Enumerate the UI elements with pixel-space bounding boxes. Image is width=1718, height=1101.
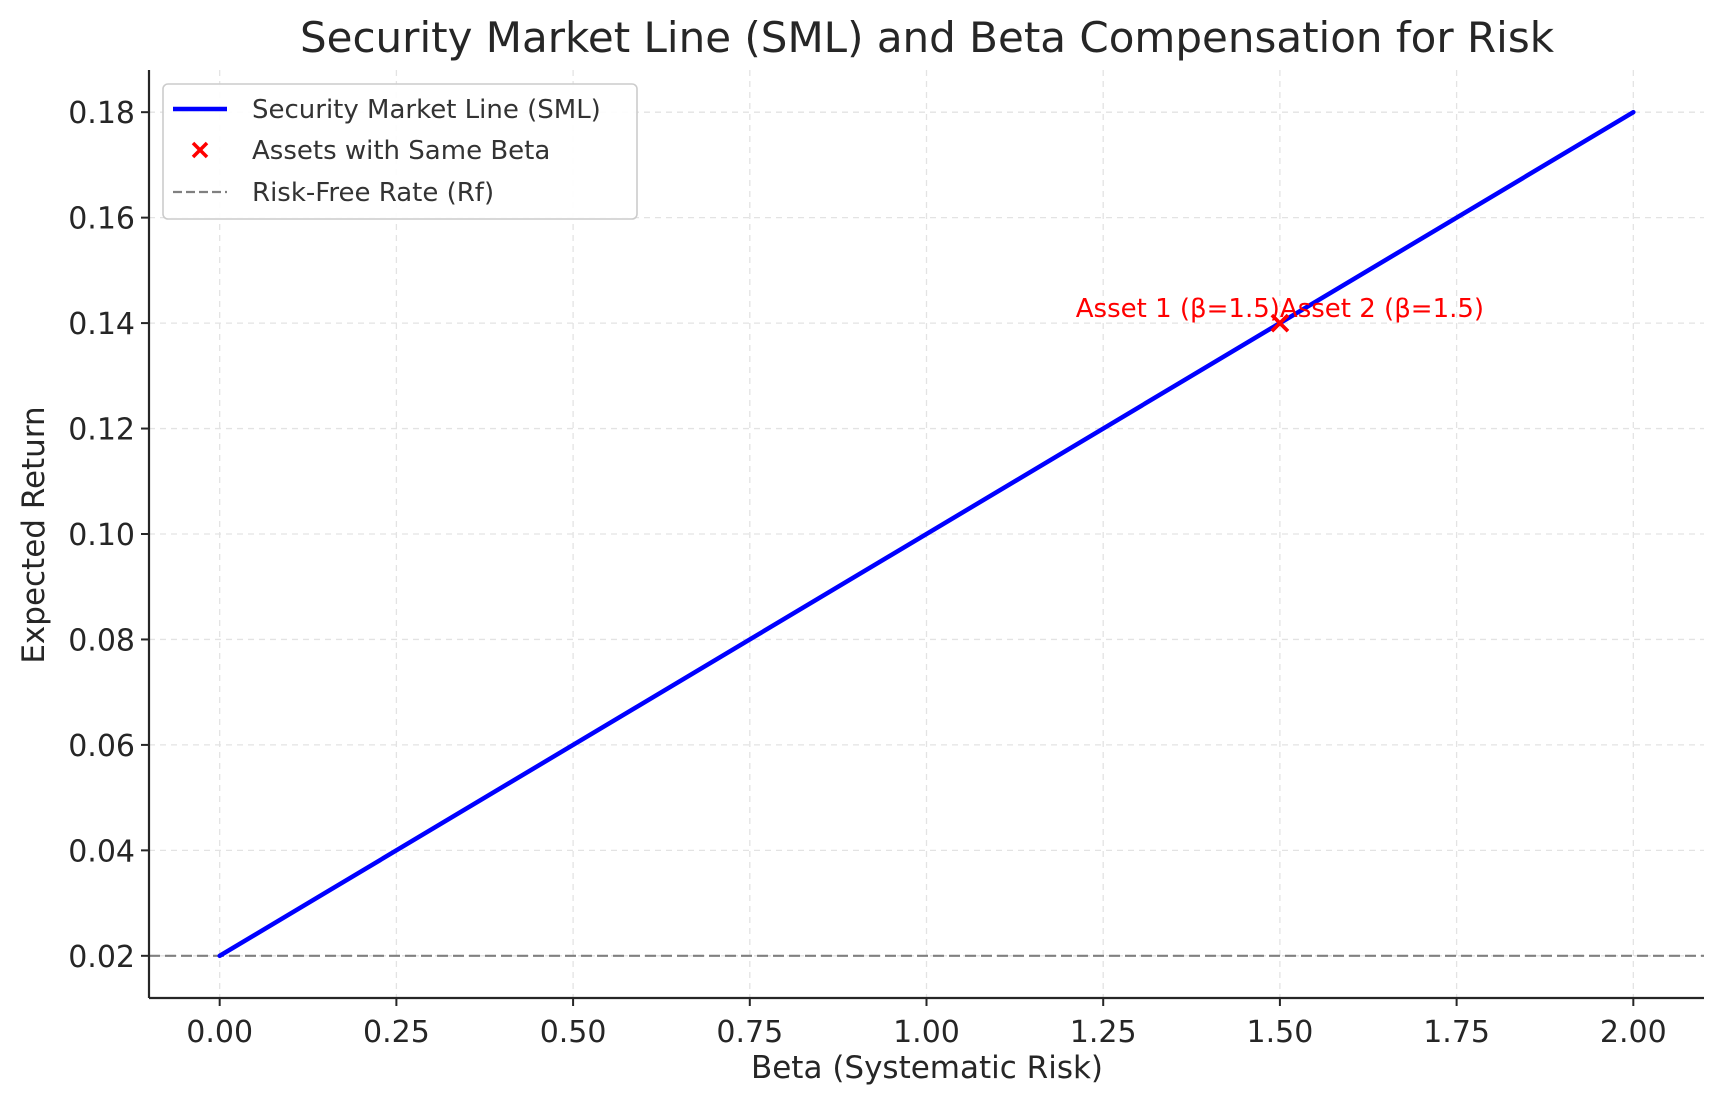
legend-item: Assets with Same Beta: [191, 136, 550, 166]
x-tick-label: 0.50: [540, 1015, 607, 1050]
x-tick-label: 0.25: [363, 1015, 430, 1050]
y-axis-label: Expected Return: [16, 406, 52, 663]
annotation-label: Asset 2 (β=1.5): [1280, 294, 1484, 324]
legend: Security Market Line (SML) Assets with Sa…: [162, 83, 638, 220]
legend-item: Risk-Free Rate (Rf): [173, 178, 494, 208]
legend-label: Security Market Line (SML): [252, 95, 601, 125]
annotation-layer: Asset 1 (β=1.5) Asset 2 (β=1.5): [1076, 294, 1484, 324]
axes-layer: 0.00 0.25 0.50 0.75 1.00 1.25 1.50 1.75 2.00 0.02…: [68, 70, 1704, 1050]
y-tick-label: 0.08: [68, 623, 135, 658]
x-tick-label: 1.75: [1423, 1015, 1490, 1050]
x-tick-label: 0.75: [716, 1015, 783, 1050]
y-tick-label: 0.14: [68, 307, 135, 342]
x-tick-label: 2.00: [1600, 1015, 1667, 1050]
x-marker-stroke: [1270, 313, 1290, 333]
series-asset-point-marker: [1270, 313, 1290, 333]
y-tick-label: 0.16: [68, 202, 135, 237]
data-layer: [149, 109, 1704, 959]
y-tick-label: 0.10: [68, 518, 135, 553]
x-tick-label: 1.25: [1070, 1015, 1137, 1050]
legend-swatch-x-marker: [191, 141, 209, 159]
y-tick-label: 0.06: [68, 729, 135, 764]
legend-label: Assets with Same Beta: [252, 136, 550, 166]
y-tick-label: 0.04: [68, 834, 135, 869]
annotation-label: Asset 1 (β=1.5): [1076, 294, 1280, 324]
legend-label: Risk-Free Rate (Rf): [252, 178, 494, 208]
x-tick-label: 1.00: [893, 1015, 960, 1050]
x-axis-label: Beta (Systematic Risk): [751, 1050, 1103, 1086]
legend-box: [162, 83, 638, 220]
y-tick-label: 0.18: [68, 96, 135, 131]
y-tick-label: 0.02: [68, 940, 135, 975]
chart-title: Security Market Line (SML) and Beta Comp…: [300, 13, 1555, 62]
y-tick-label: 0.12: [68, 413, 135, 448]
legend-item: Security Market Line (SML): [173, 95, 601, 125]
x-tick-label: 1.50: [1247, 1015, 1314, 1050]
series-sml-line: [217, 109, 1636, 959]
x-tick-label: 0.00: [186, 1015, 253, 1050]
